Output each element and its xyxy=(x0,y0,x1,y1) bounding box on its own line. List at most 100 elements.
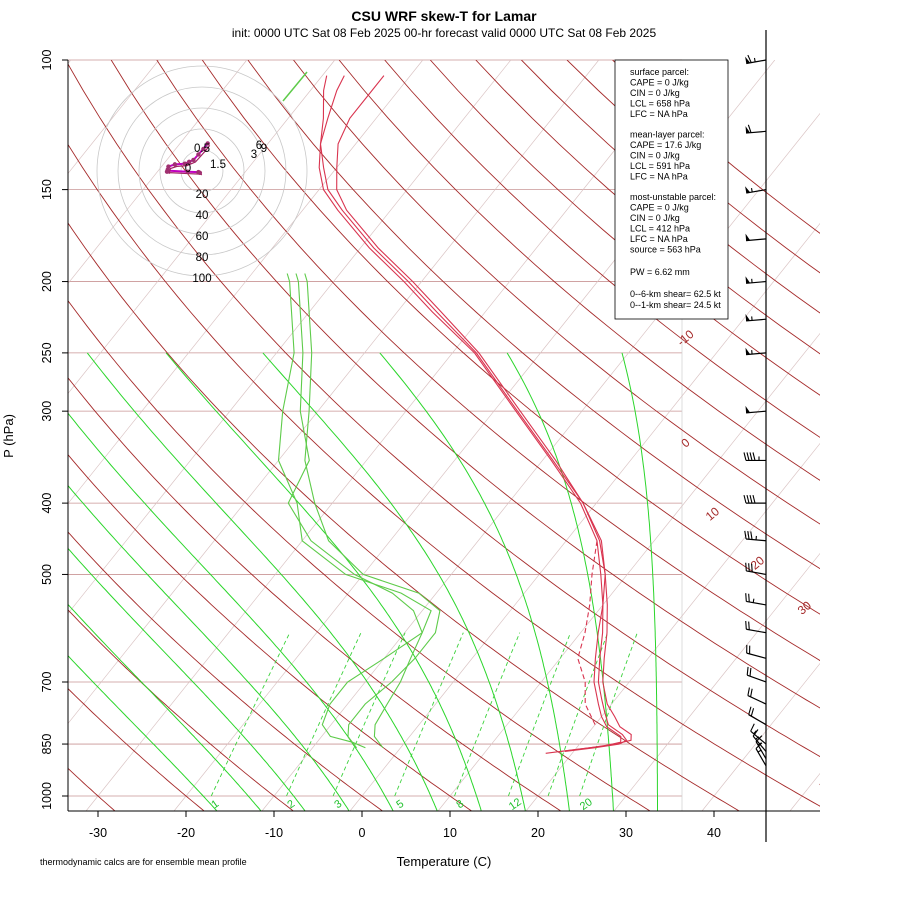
hodograph-trace-member xyxy=(168,145,211,176)
info-line: CAPE = 0 J/kg xyxy=(630,203,689,213)
y-tick-label: 500 xyxy=(40,564,54,585)
info-line: LCL = 412 hPa xyxy=(630,224,690,234)
info-line: mean-layer parcel: xyxy=(630,130,705,140)
hodograph-point-label: 0 xyxy=(185,163,191,175)
wind-barb xyxy=(744,530,767,542)
wind-barb xyxy=(745,276,767,284)
parcel-profile xyxy=(577,540,598,725)
wind-barb xyxy=(745,593,767,606)
dry-adiabat xyxy=(68,222,741,811)
chart-title: CSU WRF skew-T for Lamar xyxy=(351,8,537,24)
wind-barb xyxy=(745,186,767,194)
dry-adiabat-label: 0 xyxy=(678,435,692,450)
wind-barbs xyxy=(743,30,767,842)
wind-barb xyxy=(748,706,767,726)
wind-barb xyxy=(745,620,767,634)
x-axis-label: Temperature (C) xyxy=(397,854,492,869)
info-line: surface parcel: xyxy=(630,67,689,77)
y-tick-label: 400 xyxy=(40,493,54,514)
temperature-profile xyxy=(319,75,632,753)
y-axis-label: P (hPa) xyxy=(1,414,16,458)
info-line: CIN = 0 J/kg xyxy=(630,88,680,98)
dry-adiabat xyxy=(68,767,116,811)
hodograph-ring xyxy=(159,128,245,214)
pressure-axis: 100 150 200 250 300 400 500 700 850 1000 xyxy=(40,50,68,810)
dry-adiabat xyxy=(68,454,473,811)
info-line: LCL = 591 hPa xyxy=(630,161,690,171)
dry-adiabat-label: 50 xyxy=(817,774,836,794)
moist-adiabat xyxy=(68,603,262,811)
moist-adiabat xyxy=(68,412,394,811)
dry-adiabat xyxy=(68,143,820,807)
plot-frame xyxy=(67,60,820,812)
wind-barb xyxy=(745,562,767,576)
hodograph-point xyxy=(196,152,201,157)
mixing-ratio-line xyxy=(579,632,638,797)
isotherm-line xyxy=(68,60,160,175)
hodograph-point xyxy=(196,169,201,175)
dry-adiabat xyxy=(429,60,820,396)
mixing-ratio-label: 2 xyxy=(285,798,297,811)
mixing-ratio-label: 8 xyxy=(454,798,466,811)
dry-adiabat xyxy=(68,687,205,811)
mixing-ratio-label: 1 xyxy=(209,798,221,811)
wind-barb xyxy=(745,124,767,134)
hodograph-point xyxy=(185,169,190,174)
chart-subtitle: init: 0000 UTC Sat 08 Feb 2025 00-hr for… xyxy=(232,26,657,40)
x-tick-label: 20 xyxy=(531,826,545,840)
temperature-axis: -30 -20 -10 0 10 20 30 40 xyxy=(89,811,721,840)
temperature-profile xyxy=(336,75,622,754)
hodograph-ring-label: 60 xyxy=(196,231,209,243)
hodograph-ring-label: 40 xyxy=(196,210,209,222)
moist-adiabat xyxy=(379,352,570,811)
mixing-ratio-label: 12 xyxy=(507,796,524,813)
dry-adiabat xyxy=(384,60,820,438)
dry-adiabat xyxy=(68,299,651,811)
x-tick-label: 0 xyxy=(359,826,366,840)
hodograph-ring-label: 80 xyxy=(196,252,209,264)
footnote: thermodynamic calcs are for ensemble mea… xyxy=(40,857,247,867)
info-shear-1km: 0--1-km shear= 24.5 kt xyxy=(630,300,721,310)
wind-barb xyxy=(743,452,766,462)
y-tick-label: 850 xyxy=(40,734,54,755)
info-line: CIN = 0 J/kg xyxy=(630,213,680,223)
x-tick-label: 30 xyxy=(619,826,633,840)
dry-adiabat xyxy=(68,609,294,811)
moist-adiabat xyxy=(506,352,614,811)
info-line: most-unstable parcel: xyxy=(630,192,716,202)
mixing-ratio-label: 3 xyxy=(332,798,344,811)
moist-adiabat xyxy=(262,352,526,811)
mixing-ratio-line xyxy=(454,632,521,797)
dry-adiabat-label: 20 xyxy=(748,553,767,573)
sounding-profiles xyxy=(277,75,632,754)
dry-adiabat xyxy=(68,377,562,811)
info-shear-6km: 0--6-km shear= 62.5 kt xyxy=(630,289,721,299)
hodograph-point xyxy=(205,141,210,146)
mixing-ratio-line xyxy=(332,632,406,797)
wind-barb xyxy=(755,742,767,767)
dry-adiabat xyxy=(247,60,820,570)
info-pw: PW = 6.62 mm xyxy=(630,267,690,277)
hodograph-point xyxy=(201,146,206,152)
wind-barb xyxy=(745,405,767,414)
mixing-ratio-line xyxy=(394,632,464,797)
isotherm-line xyxy=(349,222,820,811)
isotherm-line xyxy=(525,442,820,811)
dry-adiabat xyxy=(156,60,820,662)
dry-adiabat xyxy=(201,60,820,615)
hodograph-ring xyxy=(138,107,266,235)
moist-adiabat xyxy=(68,547,306,811)
y-tick-label: 100 xyxy=(40,50,54,71)
mixing-ratio-line xyxy=(507,632,571,797)
hodograph-point-label: 3 xyxy=(251,149,257,161)
hodograph-point-label: 9 xyxy=(261,143,267,155)
isotherm-lines xyxy=(68,60,820,811)
mixing-ratio-line xyxy=(210,632,291,797)
mixing-ratio-label: 5 xyxy=(394,798,406,811)
isotherm-line xyxy=(701,662,820,811)
isotherm-line xyxy=(68,60,600,725)
wind-barb xyxy=(745,347,767,356)
dry-adiabat-label: 40 xyxy=(817,674,836,694)
hodograph-point-label: 6 xyxy=(256,140,262,152)
